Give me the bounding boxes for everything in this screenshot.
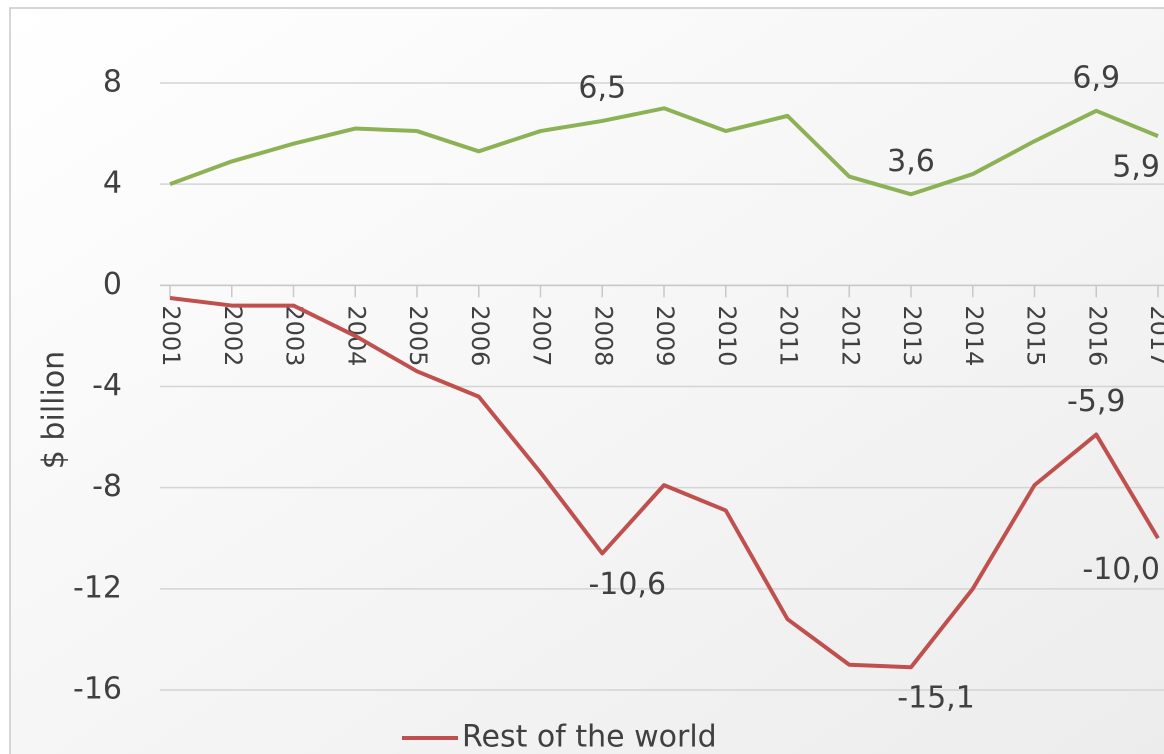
chart-frame: [9, 7, 1164, 754]
data-label: -15,1: [897, 681, 975, 716]
x-tick-label: 2015: [1022, 305, 1050, 366]
x-tick-label: 2001: [157, 305, 185, 366]
x-tick-label: 2014: [960, 305, 988, 366]
x-tick-label: 2011: [775, 305, 803, 366]
x-tick-label: 2005: [404, 305, 432, 366]
y-tick-label: -12: [73, 570, 122, 605]
data-label: -10,6: [588, 567, 666, 602]
y-tick-label: -4: [92, 368, 122, 403]
y-tick-label: 0: [103, 267, 122, 302]
x-tick-label: 2010: [713, 305, 741, 366]
data-label: 3,6: [887, 144, 935, 179]
data-label: -5,9: [1067, 384, 1126, 419]
x-tick-label: 2013: [898, 305, 926, 366]
series-line: [169, 295, 1160, 670]
y-tick-label: 4: [103, 166, 122, 201]
x-tick-label: 2007: [528, 305, 556, 366]
x-tick-label: 2006: [466, 305, 494, 366]
x-tick-label: 2008: [589, 305, 617, 366]
data-label: 6,9: [1072, 60, 1120, 95]
data-label: -10,0: [1082, 552, 1160, 587]
y-tick-label: 8: [103, 65, 122, 100]
y-tick-label: -16: [73, 672, 122, 707]
legend-label: Rest of the world: [462, 720, 717, 754]
x-tick-label: 2016: [1083, 305, 1111, 366]
series-line: [169, 106, 1159, 197]
y-tick-label: -8: [92, 469, 122, 504]
x-tick-label: 2012: [836, 305, 864, 366]
x-tick-label: 2017: [1145, 305, 1164, 366]
x-tick-label: 2002: [219, 305, 247, 366]
data-label: 6,5: [578, 70, 626, 105]
x-tick-label: 2009: [651, 305, 679, 366]
data-label: 5,9: [1112, 150, 1160, 185]
x-tick-label: 2003: [281, 305, 309, 366]
y-axis-label: $ billion: [37, 351, 72, 469]
